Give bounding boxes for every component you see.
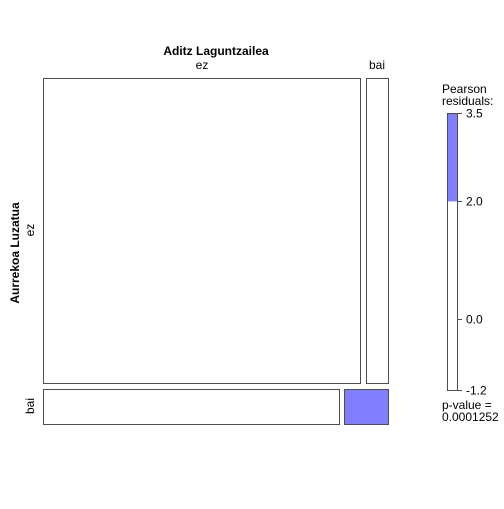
p-value-label: p-value = [442, 398, 492, 412]
column-level-ez-label: ez [196, 58, 209, 72]
column-level-bai-label: bai [369, 58, 385, 72]
row-level-bai-label: bai [23, 398, 37, 414]
residual-legend: 3.5 2.0 0.0 -1.2 [447, 107, 487, 398]
mosaic-cell-bai-ez [43, 389, 340, 425]
mosaic-cell-bai-bai [344, 389, 389, 425]
legend-title-line2: residuals: [442, 94, 493, 108]
legend-color-bar [447, 113, 458, 391]
legend-tick-label: -1.2 [466, 384, 487, 398]
legend-tick-label: 0.0 [466, 313, 483, 327]
row-level-ez-label: ez [23, 224, 37, 237]
mosaic-cells [43, 78, 389, 425]
legend-tick-label: 2.0 [466, 195, 483, 209]
column-variable-label: Aditz Laguntzailea [163, 44, 269, 58]
mosaic-cell-ez-bai [366, 78, 389, 384]
p-value: 0.0001252 [442, 410, 499, 424]
legend-shade-positive [448, 114, 457, 202]
legend-title-line1: Pearson [442, 82, 487, 96]
row-variable-label: Aurrekoa Luzatua [8, 202, 22, 304]
legend-tick-label: 3.5 [466, 107, 483, 121]
mosaic-cell-ez-ez [43, 78, 361, 384]
